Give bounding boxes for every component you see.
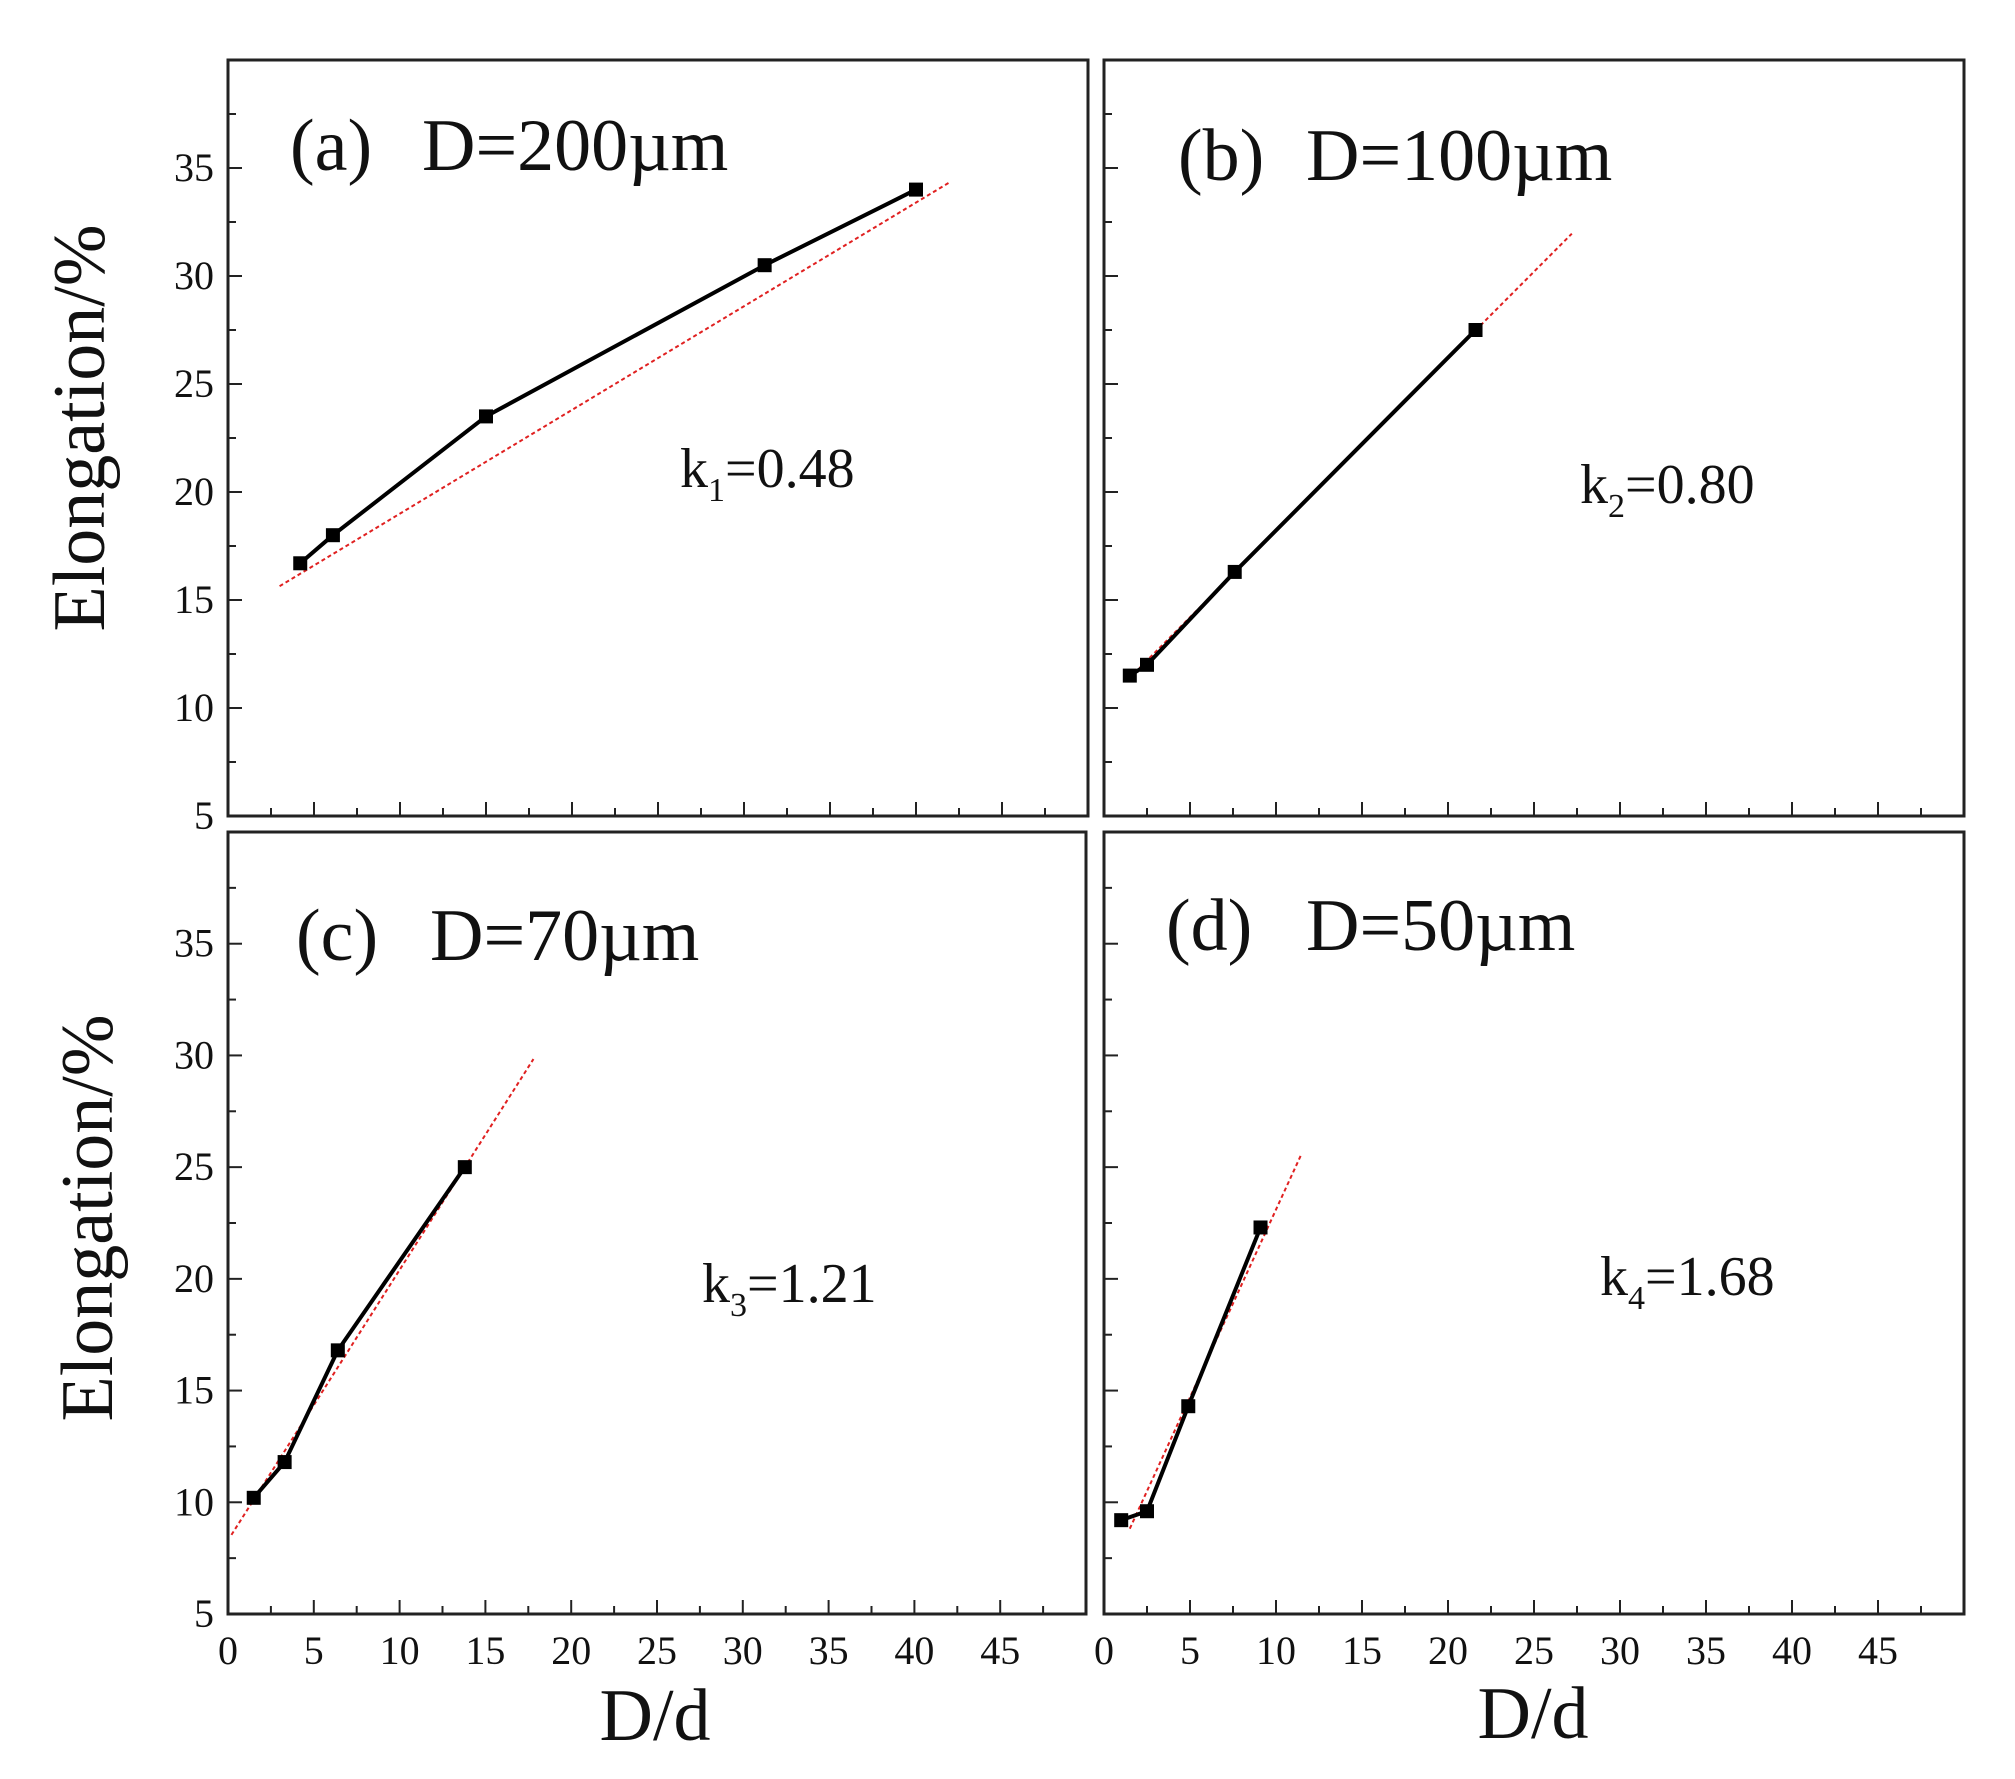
data-series-line [1128, 328, 1477, 678]
panel-a: 5 10 15 20 25 30 35 (a) D=200µm k1=0.48 [174, 58, 1090, 838]
x-tick-label: 30 [723, 1628, 763, 1673]
panel-label: (d) [1166, 885, 1252, 967]
x-tick-label: 5 [304, 1628, 324, 1673]
y-tick-label: 20 [174, 1256, 214, 1301]
data-point [246, 1490, 261, 1505]
x-tick-label: 30 [1600, 1628, 1640, 1673]
data-point [293, 556, 308, 571]
data-point [1227, 564, 1242, 579]
x-tick-label: 5 [1180, 1628, 1200, 1673]
y-tick-label: 15 [174, 1368, 214, 1413]
x-tick-label: 20 [551, 1628, 591, 1673]
y-tick-label: 25 [174, 1144, 214, 1189]
slope-annotation: k3=1.21 [702, 1253, 877, 1324]
data-point [1253, 1220, 1268, 1235]
x-tick-label: 0 [218, 1628, 238, 1673]
y-tick-label: 20 [174, 469, 214, 514]
y-tick-label: 10 [174, 1479, 214, 1524]
y-tick-label: 35 [174, 921, 214, 966]
x-tick-label: 45 [980, 1628, 1020, 1673]
panel-title: D=100µm [1306, 115, 1612, 197]
panel-label: (b) [1178, 115, 1264, 197]
panel-d: 0 5 10 15 20 25 30 35 40 45 (d) D=50µm k4=1.68 [1094, 830, 1966, 1673]
y-tick-label: 30 [174, 253, 214, 298]
x-tick-label: 10 [1256, 1628, 1296, 1673]
slope-annotation: k1=0.48 [680, 438, 855, 509]
slope-annotation: k4=1.68 [1600, 1246, 1775, 1317]
panels: 5 10 15 20 25 30 35 (a) D=200µm k1=0.48 (b) D=100µm… [174, 58, 1966, 1673]
y-tick-label: 30 [174, 1032, 214, 1077]
x-tick-label: 25 [637, 1628, 677, 1673]
panel-label: (c) [296, 895, 378, 977]
data-point [1140, 1504, 1154, 1519]
y-tick-label: 25 [174, 361, 214, 406]
panel-title: D=50µm [1306, 885, 1575, 967]
data-series-line [298, 187, 917, 565]
data-point [325, 528, 340, 543]
data-point [457, 1160, 472, 1175]
panel-title: D=200µm [422, 105, 728, 187]
data-point [330, 1343, 345, 1358]
slope-annotation: k2=0.80 [1580, 454, 1755, 525]
data-point [1114, 1513, 1129, 1528]
y-tick-label: 10 [174, 685, 214, 730]
x-tick-label: 0 [1094, 1628, 1114, 1673]
x-tick-label: 35 [1686, 1628, 1726, 1673]
y-axis-label-top: Elongation/% [39, 225, 121, 632]
data-point [1468, 323, 1483, 337]
panel-title: D=70µm [430, 895, 699, 977]
data-point [1181, 1399, 1196, 1414]
fit-line [230, 1058, 535, 1536]
data-series-line [1120, 1226, 1263, 1523]
data-point [1122, 668, 1137, 683]
x-tick-label: 45 [1858, 1628, 1898, 1673]
panel-b: (b) D=100µm k2=0.80 [1102, 58, 1966, 818]
x-tick-label: 40 [1772, 1628, 1812, 1673]
y-tick-label: 15 [174, 577, 214, 622]
x-axis-label-left: D/d [600, 1675, 711, 1757]
y-tick-label: 35 [174, 145, 214, 190]
data-point [1140, 657, 1154, 672]
data-point [277, 1455, 292, 1470]
x-tick-label: 35 [809, 1628, 849, 1673]
x-tick-label: 20 [1428, 1628, 1468, 1673]
x-tick-label: 25 [1514, 1628, 1554, 1673]
y-tick-label: 5 [194, 793, 214, 838]
x-tick-label: 15 [465, 1628, 505, 1673]
x-axis-label-right: D/d [1478, 1673, 1589, 1755]
x-tick-label: 40 [894, 1628, 934, 1673]
panel-label: (a) [290, 105, 372, 187]
data-point [479, 409, 493, 424]
y-tick-label: 5 [194, 1591, 214, 1636]
data-point [909, 182, 923, 197]
y-axis-label-bottom: Elongation/% [47, 1015, 129, 1422]
x-tick-label: 10 [380, 1628, 420, 1673]
fit-line [279, 180, 951, 588]
x-tick-label: 15 [1342, 1628, 1382, 1673]
data-point [757, 258, 772, 273]
data-series-line [252, 1166, 467, 1500]
